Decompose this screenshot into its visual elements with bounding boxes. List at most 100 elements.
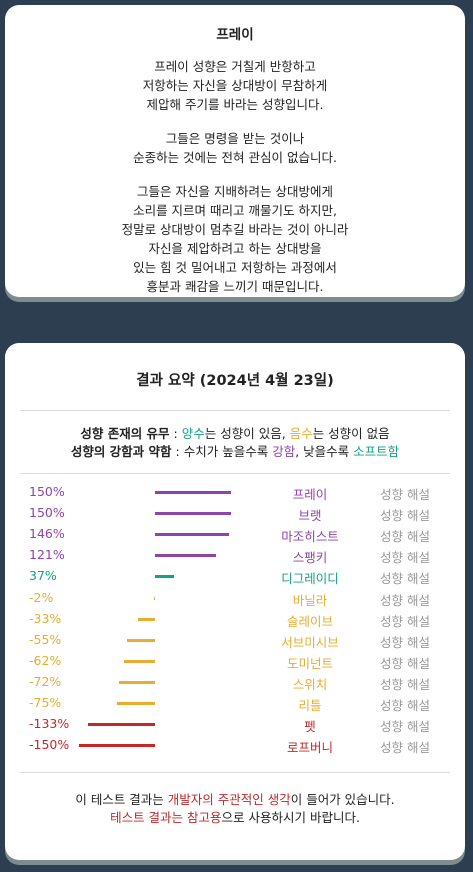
result-row: 150% 브랫 성향 해설 [5,503,465,524]
result-row: -2% 바닐라 성향 해설 [5,588,465,609]
legend-text: 는 성향이 없음 [312,426,390,441]
type-name: 브랫 [298,508,322,524]
result-row: -72% 스위치 성향 해설 [5,672,465,693]
bar [155,554,217,558]
divider [20,410,450,411]
text-line: 그들은 자신을 지배하려는 상대방에게 [137,184,333,199]
bar [153,596,155,600]
result-list: 150% 프레이 성향 해설 150% 브랫 성향 해설 146% 마조히스트 성향 해설 121… [5,482,465,772]
value-label: -55% [29,631,62,647]
bar [123,659,155,663]
bar [118,680,155,684]
text-line: 소리를 지르며 때리고 깨물기도 하지만, [133,203,337,218]
text-line: 그들은 명령을 받는 것이나 [165,131,305,146]
type-name: 슬레이브 [286,613,333,629]
bar [155,512,231,516]
detail-link[interactable]: 성향 해설 [380,613,430,629]
value-label: 150% [29,484,65,499]
text-line: 저항하는 자신을 상대방이 무참하게 [142,78,328,93]
footer-text: 이 들어가 있습니다. [290,792,395,807]
detail-link[interactable]: 성향 해설 [380,655,430,671]
legend-text: , 낮을수록 [295,444,350,459]
bar [127,638,155,642]
legend-text: 양수 [181,426,205,441]
detail-link[interactable]: 성향 해설 [380,592,430,608]
text-line: 순종하는 것에는 전혀 관심이 없습니다. [133,150,337,165]
legend-text: 는 성향이 있음, [204,426,286,441]
type-name: 로프버니 [286,740,333,756]
bar [87,723,155,727]
footer: 이 테스트 결과는 개발자의 주관적인 생각이 들어가 있습니다. 테스트 결과… [5,773,465,827]
result-row: -62% 도미넌트 성향 해설 [5,651,465,672]
result-row: -150% 로프버니 성향 해설 [5,735,465,756]
bar [79,744,155,748]
bar [117,702,155,705]
legend-text: 음수 [289,426,313,441]
bar [155,575,174,579]
divider [20,473,450,474]
legend: 성향 존재의 유무 : 양수는 성향이 있음, 음수는 성향이 없음 성향의 강… [5,411,465,473]
profile-title: 프레이 [216,27,254,43]
detail-link[interactable]: 성향 해설 [380,508,430,524]
value-label: 37% [29,568,57,584]
type-name: 스위치 [292,676,328,692]
paragraph: 프레이 성향은 거칠게 반항하고 저항하는 자신을 상대방이 무참하게 제압해 주기… [5,57,465,114]
profile-text: 프레이 성향은 거칠게 반항하고 저항하는 자신을 상대방이 무참하게 제압해 주기… [5,57,465,296]
value-label: 121% [29,547,65,563]
bar [155,533,229,537]
legend-label: 성향 존재의 유무 [80,426,170,441]
result-row: 146% 마조히스트 성향 해설 [5,524,465,545]
legend-text: : 수치가 높을수록 [175,444,269,459]
summary-card: 결과 요약 (2024년 4월 23일) 성향 존재의 유무 : 양수는 성향이… [5,343,465,860]
detail-link[interactable]: 성향 해설 [380,719,430,735]
footer-text: 개발자의 주관적인 생각 [167,792,291,807]
value-label: -75% [29,695,62,710]
type-name: 디그레이디 [281,571,339,587]
detail-link[interactable]: 성향 해설 [380,634,430,650]
type-name: 도미넌트 [286,655,333,671]
result-row: -133% 펫 성향 해설 [5,714,465,735]
text-line: 제압해 주기를 바라는 성향입니다. [146,97,324,112]
detail-link[interactable]: 성향 해설 [380,740,430,756]
detail-link[interactable]: 성향 해설 [380,529,430,545]
bar [155,491,231,494]
divider [20,772,450,773]
detail-link[interactable]: 성향 해설 [380,571,430,587]
legend-text: : [173,426,178,441]
type-name: 마조히스트 [281,529,339,545]
value-label: 150% [29,505,65,521]
value-label: -33% [29,610,62,626]
result-row: 37% 디그레이디 성향 해설 [5,566,465,587]
type-name: 리틀 [298,698,322,713]
footer-text: 으로 사용하시기 바랍니다. [221,810,360,825]
legend-text: 소프트함 [353,444,400,459]
type-name: 서브미시브 [281,634,339,650]
type-name: 프레이 [292,487,328,502]
detail-link[interactable]: 성향 해설 [380,550,430,566]
text-line: 자신을 제압하려고 하는 상대방을 [148,241,322,256]
summary-title: 결과 요약 (2024년 4월 23일) [136,373,334,389]
text-line: 있는 힘 것 밀어내고 저항하는 과정에서 [133,260,337,275]
profile-card: 프레이 프레이 성향은 거칠게 반항하고 저항하는 자신을 상대방이 무참하게 제압… [5,5,465,297]
legend-label: 성향의 강함과 약함 [70,444,172,459]
type-name: 스팽키 [292,550,328,566]
detail-link[interactable]: 성향 해설 [380,676,430,692]
result-row: -75% 리틀 성향 해설 [5,693,465,714]
legend-text: 강함 [272,444,296,459]
result-row: -33% 슬레이브 성향 해설 [5,609,465,630]
text-line: 흥분과 쾌감을 느끼기 때문입니다. [146,279,324,294]
result-row: 121% 스팽키 성향 해설 [5,545,465,566]
type-name: 펫 [304,719,316,735]
type-name: 바닐라 [292,592,328,608]
detail-link[interactable]: 성향 해설 [380,698,430,713]
value-label: -2% [29,589,54,605]
text-line: 정말로 상대방이 멈추길 바라는 것이 아니라 [121,222,349,237]
bar [138,617,155,621]
result-row: -55% 서브미시브 성향 해설 [5,630,465,651]
detail-link[interactable]: 성향 해설 [380,487,430,502]
value-label: -133% [29,716,70,732]
value-label: -72% [29,673,62,689]
